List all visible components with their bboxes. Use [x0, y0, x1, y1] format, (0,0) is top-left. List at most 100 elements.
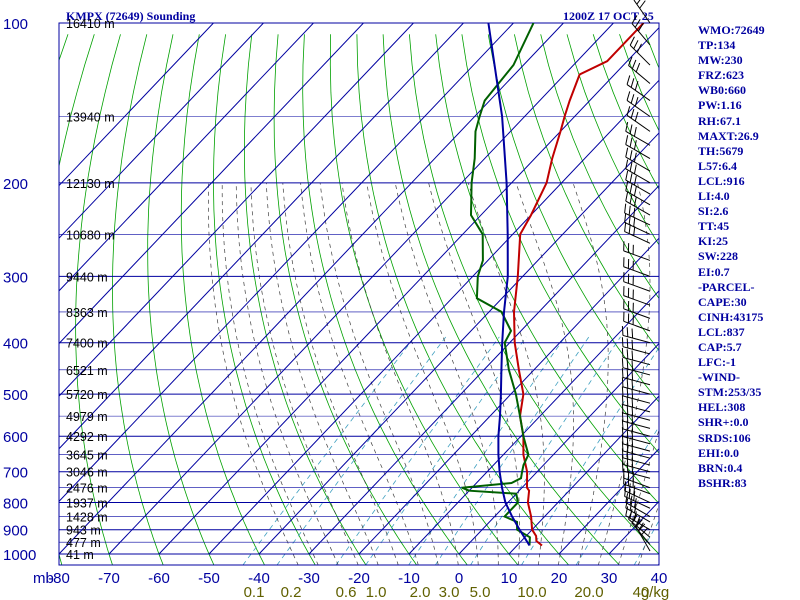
wind-barb-feather	[621, 403, 624, 414]
temperature-tick-label: 20	[551, 570, 568, 587]
isotherm	[258, 132, 659, 555]
wind-barb-staff	[624, 231, 651, 244]
wind-barb-feather	[629, 36, 635, 46]
moist-adiabat	[250, 182, 359, 565]
mixing-ratio-label: g/kg	[641, 584, 669, 600]
height-label: 5720 m	[66, 388, 108, 402]
wind-barb-feather	[621, 367, 624, 378]
moist-adiabat	[572, 182, 609, 565]
isotherm	[308, 184, 659, 555]
wind-barb-feather	[626, 378, 629, 389]
wind-barb-feather	[624, 222, 627, 232]
mixing-ratio-line	[575, 425, 659, 565]
isotherm	[59, 23, 314, 292]
pressure-tick-label: 500	[3, 387, 28, 404]
wind-barb-feather	[630, 94, 635, 104]
parcel-profile	[487, 23, 531, 547]
wind-barb-feather	[631, 389, 634, 399]
dry-adiabat	[244, 34, 367, 565]
moist-adiabat	[300, 182, 419, 565]
wind-barb	[623, 257, 651, 277]
wind-barb-feather	[633, 186, 637, 196]
pressure-tick-label: 100	[3, 16, 28, 33]
wind-barb	[625, 135, 651, 159]
wind-barb	[621, 386, 651, 404]
temperature-tick-label: -80	[48, 570, 70, 587]
height-label: 6521 m	[66, 364, 108, 378]
height-label: 943 m	[66, 524, 101, 538]
wind-barb-feather	[633, 196, 637, 207]
index-item: WMO:72649	[698, 23, 765, 37]
height-label: 477 m	[66, 536, 101, 550]
wind-barb	[621, 347, 651, 366]
dry-adiabat	[514, 34, 659, 352]
wind-barb-feather	[625, 191, 629, 202]
pressure-tick-label: 1000	[3, 547, 36, 564]
wind-barb-feather	[628, 215, 631, 225]
height-label: 4979 m	[66, 410, 108, 424]
wind-barb-feather	[633, 217, 636, 227]
index-item: CAPE:30	[698, 294, 747, 309]
wind-barb-feather	[639, 0, 646, 9]
dry-adiabat	[540, 34, 659, 300]
wind-barb	[621, 337, 651, 355]
wind-barb-feather	[628, 56, 633, 66]
indices-panel: WMO:72649 TP:134 MW:230 FRZ:623 WB0:660 PW:1.…	[698, 23, 765, 491]
index-item: TH:5679	[698, 143, 744, 158]
wind-barb-staff	[625, 168, 651, 184]
index-item: LCL:837	[698, 324, 745, 339]
wind-barb	[624, 481, 651, 503]
wind-barb-feather	[621, 411, 624, 422]
index-item: L57:6.4	[698, 158, 737, 173]
dry-adiabat	[213, 34, 316, 565]
wind-barb-feather	[631, 360, 634, 371]
temperature-tick-label: -50	[198, 570, 220, 587]
wind-barb	[625, 147, 651, 172]
wind-barb-feather	[629, 150, 633, 160]
wind-barb-feather	[624, 486, 627, 497]
mixing-ratio-line	[434, 336, 590, 565]
mixing-ratio-label: 10.0	[517, 584, 546, 600]
wind-barb-feather	[625, 135, 629, 145]
wind-barb-feather	[625, 159, 629, 169]
wind-barb-feather	[626, 106, 631, 116]
dry-adiabat	[409, 34, 659, 555]
wind-barb	[626, 106, 651, 132]
wind-barb-feather	[633, 226, 636, 236]
wind-barb-feather	[626, 91, 631, 101]
dry-adiabat	[59, 34, 69, 62]
isotherm	[59, 23, 514, 503]
moist-adiabat	[319, 182, 439, 565]
index-item: HEL:308	[698, 400, 746, 415]
wind-barb-feather	[630, 78, 635, 88]
wind-barb-staff	[626, 100, 651, 117]
pressure-tick-label: 300	[3, 269, 28, 286]
wind-barb-feather	[629, 508, 633, 519]
wind-barb-feather	[633, 207, 636, 218]
isotherm	[508, 395, 659, 555]
mixing-ratio-line	[242, 336, 416, 565]
index-item: LCL:916	[698, 173, 745, 188]
wind-barb-feather	[625, 506, 629, 516]
mixing-ratio-label: 3.0	[439, 584, 460, 600]
mixing-ratio-line	[408, 336, 566, 565]
temperature-tick-label: 30	[601, 570, 618, 587]
height-label: 9440 m	[66, 270, 108, 284]
wind-barb-feather	[638, 22, 644, 32]
wind-barb-feather	[633, 491, 636, 501]
height-label: 3046 m	[66, 466, 108, 480]
isotherm	[158, 26, 659, 555]
height-label: 4292 m	[66, 430, 108, 444]
height-label: 8363 m	[66, 306, 108, 320]
wind-barb-staff	[626, 84, 651, 102]
wind-barb-feather	[621, 347, 624, 358]
wind-barb	[626, 91, 651, 117]
height-label: 2476 m	[66, 482, 108, 496]
index-item: KI:25	[698, 234, 728, 249]
wind-barb	[631, 15, 651, 46]
mixing-ratio-label: 2.0	[410, 584, 431, 600]
index-item: STM:253/35	[698, 385, 762, 400]
dry-adiabat	[566, 34, 659, 246]
index-item: WB0:660	[698, 83, 746, 98]
height-label: 3645 m	[66, 449, 108, 463]
